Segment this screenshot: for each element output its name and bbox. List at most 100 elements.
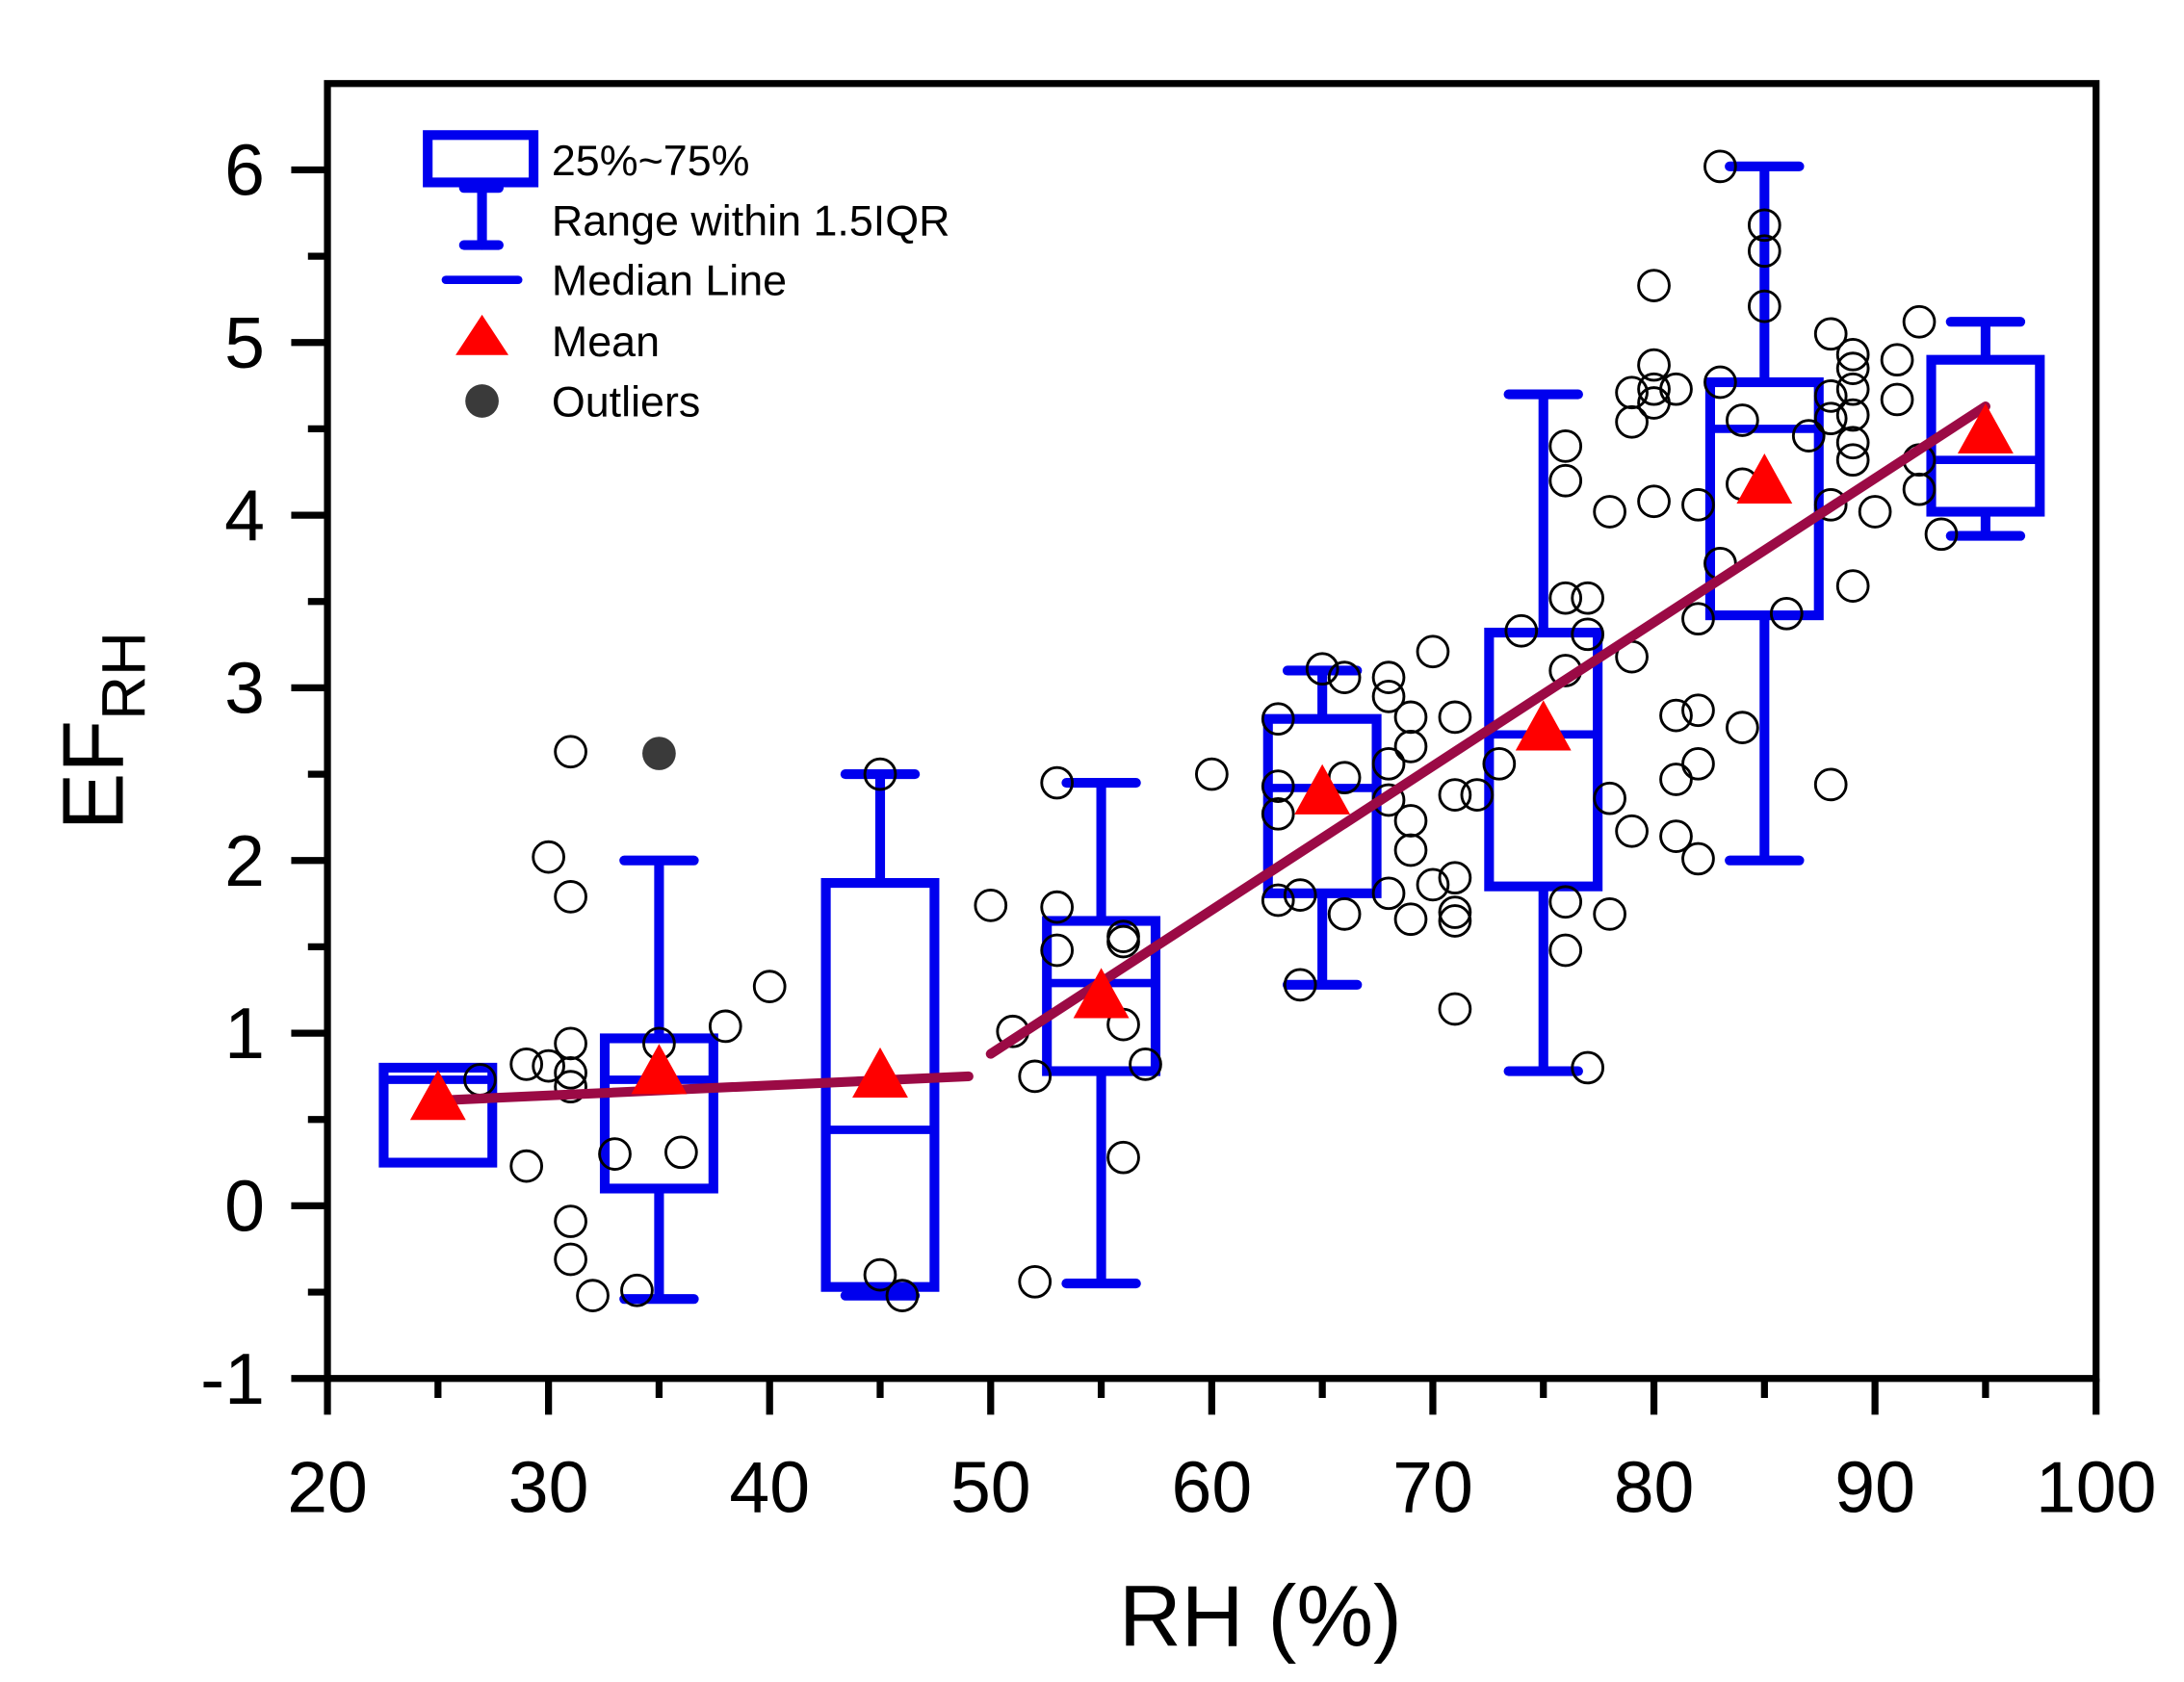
scatter-point: [1835, 426, 1870, 460]
scatter-point: [1681, 841, 1715, 876]
scatter-point: [1571, 617, 1605, 652]
mean-marker: [1073, 968, 1130, 1019]
scatter-point: [1393, 700, 1428, 735]
scatter-point: [1615, 814, 1649, 848]
scatter-point: [1659, 763, 1693, 796]
scatter-point: [1548, 463, 1583, 498]
scatter-point: [1681, 693, 1715, 728]
legend-median-label: Median Line: [552, 256, 787, 305]
scatter-point: [509, 1047, 544, 1081]
y-axis-label: EFRH: [45, 632, 158, 830]
iqr-box: [1484, 627, 1603, 892]
scatter-point: [885, 1279, 920, 1313]
scatter-point: [1681, 746, 1715, 781]
scatter-point: [1371, 746, 1406, 781]
scatter-point: [620, 1273, 654, 1307]
x-tick-label: 70: [1392, 1447, 1473, 1528]
scatter-point: [1393, 804, 1428, 838]
scatter-point: [532, 1048, 565, 1083]
scatter-point: [1835, 337, 1870, 372]
scatter-point: [1018, 1264, 1053, 1299]
scatter-point: [1327, 896, 1362, 931]
x-tick-label: 40: [729, 1447, 810, 1528]
scatter-point: [1261, 883, 1295, 918]
scatter-point: [1129, 1047, 1162, 1081]
scatter-point: [1438, 861, 1472, 895]
scatter-point: [1659, 698, 1693, 733]
scatter-point: [1393, 730, 1428, 763]
scatter-point: [974, 889, 1008, 922]
scatter-point: [1835, 443, 1870, 478]
scatter-point: [1548, 933, 1583, 968]
scatter-point: [509, 1149, 544, 1183]
legend-outlier-label: Outliers: [552, 376, 700, 426]
scatter-point: [1835, 398, 1870, 432]
scatter-point: [1747, 289, 1781, 323]
scatter-point: [1305, 652, 1339, 686]
x-tick-label: 50: [950, 1447, 1031, 1528]
scatter-point: [1548, 581, 1583, 615]
scatter-point: [1571, 1050, 1605, 1085]
scatter-point: [1040, 933, 1075, 968]
scatter-point: [1813, 379, 1848, 413]
x-tick-label: 80: [1614, 1447, 1695, 1528]
scatter-point: [1813, 317, 1848, 351]
scatter-point: [1460, 778, 1495, 812]
box-group: [1484, 389, 1603, 1076]
legend-mean-label: Mean: [552, 317, 660, 366]
box-group: [1042, 777, 1161, 1289]
scatter-point: [1261, 796, 1295, 831]
y-tick-label: 6: [224, 129, 265, 210]
box-group: [1926, 317, 2045, 541]
scatter-point: [1902, 304, 1937, 339]
iqr-box: [1704, 376, 1824, 621]
scatter-point: [1681, 487, 1715, 522]
scatter-point: [1637, 269, 1671, 302]
scatter-point: [1018, 1059, 1053, 1094]
box-group: [820, 769, 940, 1301]
scatter-point: [1659, 819, 1693, 853]
scatter-point: [1416, 634, 1450, 669]
scatter-point: [752, 970, 787, 1004]
y-axis-label-subscript: RH: [91, 632, 159, 720]
y-axis-label-main: EF: [45, 720, 142, 831]
scatter-point: [708, 1009, 742, 1044]
legend-outlier-symbol: [465, 384, 499, 418]
x-axis-label: RH (%): [1119, 1568, 1402, 1665]
scatter-point: [554, 1055, 587, 1090]
legend-whisker-symbol: [458, 183, 504, 250]
scatter-point: [576, 1279, 610, 1313]
scatter-point: [554, 735, 587, 769]
iqr-box: [599, 1033, 718, 1194]
y-tick-label: 1: [224, 993, 265, 1074]
x-tick-label: 60: [1172, 1447, 1253, 1528]
scatter-point: [1371, 876, 1406, 911]
mean-marker: [409, 1070, 466, 1121]
scatter-point: [554, 1070, 587, 1104]
scatter-point: [1393, 902, 1428, 937]
scatter-point: [1813, 487, 1848, 522]
scatter-point: [1438, 992, 1472, 1026]
scatter-point: [1438, 700, 1472, 735]
mean-marker: [1515, 700, 1572, 751]
scatter-point: [1283, 968, 1317, 1002]
y-tick-label: -1: [200, 1338, 265, 1419]
scatter-point: [1371, 680, 1406, 713]
scatter-point: [1813, 767, 1848, 802]
scatter-point: [532, 840, 565, 874]
box-group: [599, 737, 718, 1305]
scatter-point: [1726, 711, 1759, 745]
iqr-box: [378, 1062, 498, 1168]
scatter-point: [554, 1026, 587, 1061]
scatter-point: [554, 1242, 587, 1277]
y-tick-label: 2: [224, 820, 265, 901]
scatter-point: [1571, 581, 1605, 615]
scatter-point: [598, 1137, 632, 1171]
scatter-point: [1813, 401, 1848, 436]
scatter-point: [1637, 372, 1671, 406]
outlier-point: [642, 737, 676, 770]
scatter-point: [1106, 1140, 1140, 1175]
scatter-point: [1924, 517, 1959, 552]
mean-marker: [1294, 763, 1351, 815]
scatter-point: [1835, 372, 1870, 406]
